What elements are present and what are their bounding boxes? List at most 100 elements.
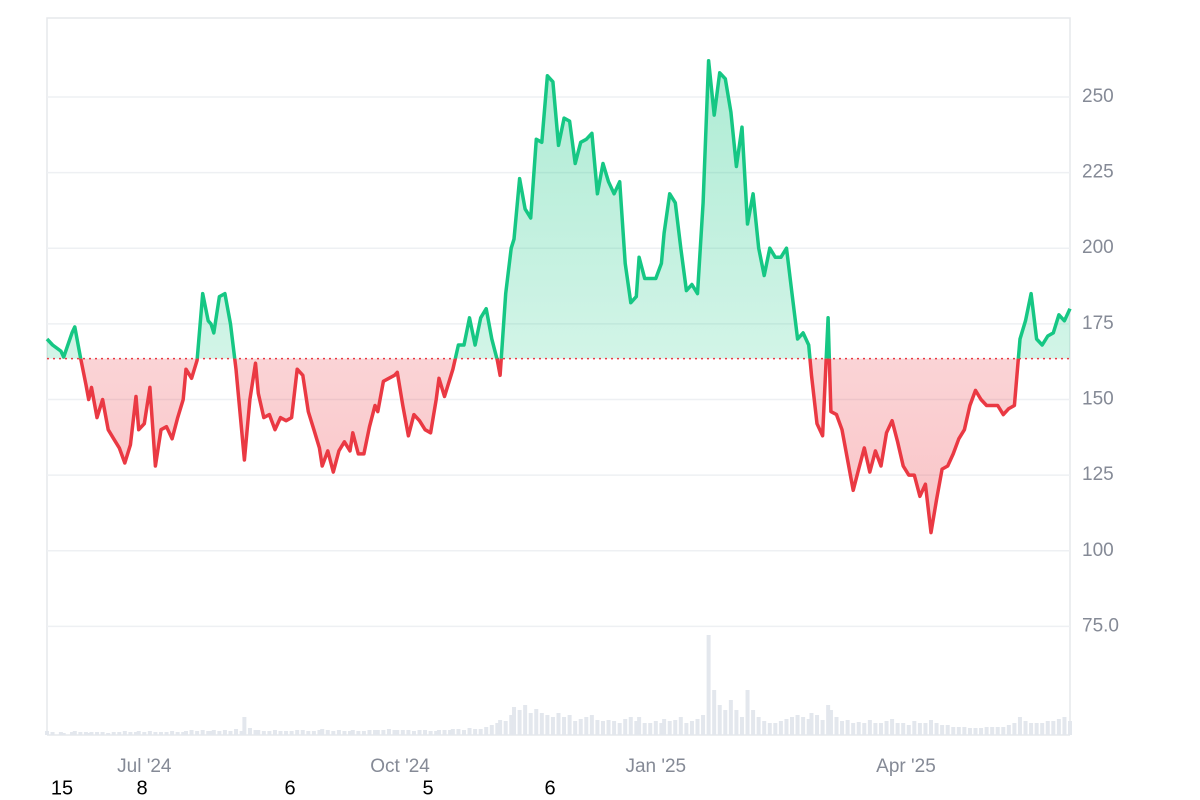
volume-bar	[70, 732, 75, 735]
volume-bar	[386, 729, 391, 735]
volume-bar	[623, 719, 628, 735]
volume-bar	[973, 728, 978, 735]
volume-bar	[979, 728, 984, 735]
volume-bar	[534, 709, 539, 735]
x-tick-label: Jul '24	[117, 756, 172, 777]
volume-bar	[801, 717, 806, 735]
volume-bar	[717, 705, 722, 735]
volume-bar	[373, 730, 378, 735]
volume-bar	[1045, 721, 1050, 735]
volume-bar	[856, 722, 861, 735]
volume-bar	[606, 720, 611, 735]
volume-bar	[1040, 723, 1045, 735]
footer-label: 6	[544, 777, 555, 799]
volume-bar	[473, 729, 478, 735]
volume-bar	[342, 731, 347, 735]
volume-bar	[984, 727, 989, 735]
volume-bar	[406, 730, 411, 735]
volume-bar	[361, 731, 366, 735]
y-tick-label: 150	[1082, 389, 1114, 410]
volume-bar	[306, 731, 311, 735]
volume-bar	[745, 690, 750, 735]
volume-bar	[434, 731, 439, 735]
volume-bar	[589, 715, 594, 735]
volume-bar	[962, 727, 967, 735]
volume-bar	[778, 721, 783, 735]
volume-bar	[648, 723, 653, 735]
volume-bar	[147, 731, 152, 735]
volume-bar	[584, 717, 589, 735]
volume-bar	[573, 721, 578, 735]
volume-bar	[200, 730, 205, 735]
volume-bar	[61, 733, 66, 735]
volume-bar	[634, 721, 639, 735]
volume-bar	[784, 719, 789, 735]
volume-bar	[851, 723, 856, 735]
volume-bar	[990, 727, 995, 735]
volume-bar	[895, 723, 900, 735]
volume-bar	[175, 732, 180, 735]
volume-bar	[873, 723, 878, 735]
volume-bar	[595, 720, 600, 735]
volume-bar	[95, 732, 100, 735]
volume-bar	[528, 713, 533, 735]
volume-bar	[1017, 717, 1022, 735]
volume-bar	[678, 717, 683, 735]
volume-bar	[878, 723, 883, 735]
volume-bar	[325, 730, 330, 735]
volume-bar	[934, 723, 939, 735]
volume-bar	[767, 723, 772, 735]
volume-bar	[659, 723, 664, 735]
volume-bar	[58, 732, 63, 735]
volume-bar	[417, 730, 422, 735]
y-tick-label: 125	[1082, 464, 1114, 485]
volume-bar	[423, 730, 428, 735]
volume-bar	[790, 717, 795, 735]
x-tick-label: Apr '25	[876, 756, 936, 777]
volume-bar	[1012, 723, 1017, 735]
volume-bar	[806, 719, 811, 735]
volume-bar	[751, 710, 756, 735]
volume-bar	[331, 731, 336, 735]
volume-bar	[164, 732, 169, 735]
y-tick-label: 100	[1082, 540, 1114, 561]
volume-bar	[578, 719, 583, 735]
volume-bar	[723, 710, 728, 735]
volume-bar	[442, 730, 447, 735]
volume-bar	[509, 715, 514, 735]
plot-frame	[46, 17, 1071, 735]
volume-bar	[642, 723, 647, 735]
volume-bar	[567, 715, 572, 735]
volume-bar	[83, 732, 88, 735]
volume-bar	[517, 710, 522, 735]
volume-bar	[381, 730, 386, 735]
volume-bar	[653, 721, 658, 735]
volume-bar	[612, 721, 617, 735]
volume-bar	[284, 731, 289, 735]
volume-bar	[411, 731, 416, 735]
volume-bar	[756, 717, 761, 735]
volume-bar	[995, 727, 1000, 735]
volume-bar	[917, 723, 922, 735]
volume-bar	[1029, 723, 1034, 735]
footer-label: 15	[51, 777, 73, 799]
volume-bar	[300, 730, 305, 735]
volume-bar	[348, 731, 353, 735]
volume-bar	[1051, 721, 1056, 735]
volume-bar	[206, 731, 211, 735]
volume-bar	[117, 732, 122, 735]
y-tick-label: 75.0	[1082, 615, 1119, 636]
volume-bar	[289, 731, 294, 735]
volume-bar	[211, 730, 216, 735]
volume-bar	[712, 690, 717, 735]
volume-bar	[815, 715, 820, 735]
volume-bar	[136, 731, 141, 735]
area-down	[47, 358, 1070, 533]
volume-bar	[50, 732, 55, 735]
volume-bar	[1062, 717, 1067, 735]
volume-bar	[1056, 719, 1061, 735]
volume-bar	[436, 730, 441, 735]
volume-bar	[111, 732, 116, 735]
volume-bar	[45, 731, 49, 735]
